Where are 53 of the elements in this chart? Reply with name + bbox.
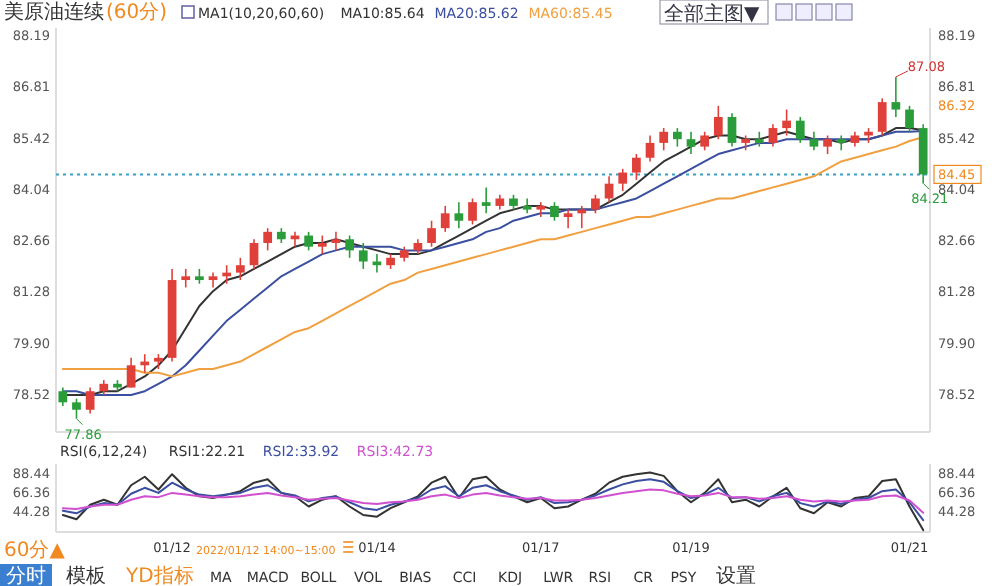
candlestick	[686, 130, 696, 155]
candlestick	[836, 134, 846, 152]
candlestick	[345, 234, 354, 259]
candlestick	[591, 193, 600, 215]
candlestick	[754, 130, 764, 148]
candlestick	[263, 227, 273, 252]
candlestick	[85, 386, 95, 415]
candlestick	[618, 168, 628, 192]
candlestick	[440, 205, 450, 233]
candlestick	[536, 201, 546, 218]
line-series	[61, 488, 925, 514]
text: YD指标	[124, 564, 194, 586]
text: 分时	[6, 564, 46, 586]
candlestick	[235, 257, 245, 281]
candlestick	[782, 108, 791, 137]
candlestick	[304, 231, 314, 252]
chart-subtitle: (60分)	[106, 0, 168, 24]
candlestick	[700, 130, 710, 152]
candlestick	[427, 219, 436, 248]
text: 设置	[715, 564, 756, 586]
candlestick	[713, 105, 723, 140]
candlestick	[659, 127, 669, 152]
candlestick	[550, 201, 559, 222]
candlestick	[126, 357, 136, 389]
candlestick	[795, 116, 805, 144]
candlestick	[331, 231, 341, 252]
candlestick	[727, 112, 737, 148]
candlestick	[768, 123, 778, 148]
text: 60分▲	[4, 538, 66, 562]
candlestick	[522, 197, 532, 215]
candlestick	[918, 123, 928, 185]
line-series	[61, 471, 925, 532]
candlestick	[249, 238, 259, 270]
candlestick	[468, 197, 477, 226]
text: 模板	[66, 564, 106, 586]
candlestick	[454, 201, 464, 229]
candlestick	[58, 386, 68, 407]
candlestick	[358, 242, 368, 270]
candlestick	[632, 153, 641, 181]
candlestick	[891, 76, 901, 118]
candlestick	[877, 97, 887, 137]
line-series	[61, 478, 925, 522]
candlestick	[823, 134, 832, 155]
candlestick	[563, 208, 573, 229]
candlestick	[672, 127, 682, 148]
candlestick	[905, 105, 914, 133]
candlestick	[809, 130, 819, 152]
candlestick	[645, 134, 655, 163]
candlestick	[181, 268, 191, 289]
text: 全部主图▼	[664, 2, 760, 26]
chart-title: 美原油连续	[4, 0, 104, 24]
candlestick	[481, 186, 491, 215]
candlestick	[317, 234, 327, 255]
